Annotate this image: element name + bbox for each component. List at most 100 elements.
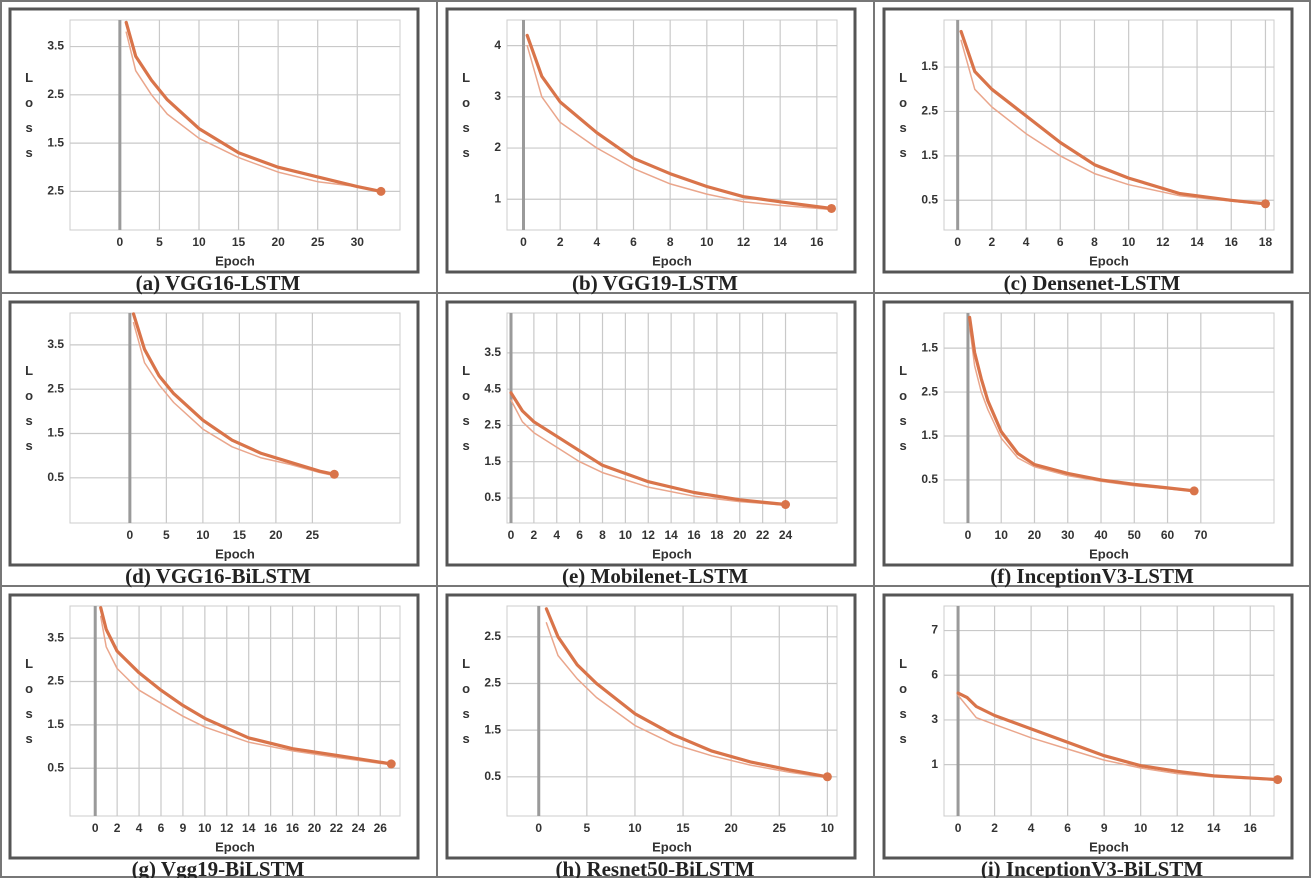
- x-tick-label: 10: [619, 528, 633, 542]
- loss-line: [132, 321, 336, 477]
- y-tick-label: 7: [931, 623, 938, 637]
- x-tick-label: 10: [196, 528, 210, 542]
- x-tick-label: 18: [1259, 235, 1273, 249]
- y-tick-label: 2.5: [47, 184, 64, 198]
- x-tick-label: 16: [1244, 821, 1258, 835]
- plot-area: [69, 19, 401, 231]
- y-tick-label: 4: [494, 38, 501, 52]
- x-axis-label: Epoch: [215, 839, 255, 854]
- x-tick-label: 8: [1091, 235, 1098, 249]
- x-axis-label: Epoch: [1089, 546, 1129, 561]
- y-tick-label: 3: [494, 89, 501, 103]
- y-axis-label: Loss: [896, 656, 911, 756]
- plot-area: [69, 312, 401, 524]
- y-tick-label: 0.5: [921, 472, 938, 486]
- x-tick-label: 10: [1122, 235, 1136, 249]
- y-axis-label: Loss: [22, 363, 37, 463]
- x-tick-label: 25: [773, 821, 787, 835]
- y-tick-label: 0.5: [47, 470, 64, 484]
- y-tick-label: 0.5: [921, 192, 938, 206]
- end-marker: [1189, 486, 1199, 496]
- y-tick-label: 3.5: [47, 337, 64, 351]
- x-tick-label: 30: [351, 235, 365, 249]
- x-tick-label: 0: [965, 528, 972, 542]
- x-tick-label: 2: [557, 235, 564, 249]
- y-tick-label: 3.5: [484, 345, 501, 359]
- x-tick-label: 4: [1028, 821, 1035, 835]
- loss-line: [510, 399, 787, 506]
- end-marker: [329, 469, 339, 479]
- x-tick-label: 15: [233, 528, 247, 542]
- y-axis-label: Loss: [459, 70, 474, 170]
- y-tick-label: 1.5: [921, 148, 938, 162]
- x-axis-label: Epoch: [652, 839, 692, 854]
- x-axis-label: Epoch: [652, 253, 692, 268]
- y-tick-label: 3: [931, 712, 938, 726]
- x-tick-label: 20: [271, 235, 285, 249]
- x-tick-label: 4: [136, 821, 143, 835]
- y-tick-label: 1.5: [47, 426, 64, 440]
- y-tick-label: 1.5: [921, 59, 938, 73]
- x-tick-label: 16: [286, 821, 300, 835]
- y-tick-label: 1.5: [47, 717, 64, 731]
- loss-line: [968, 315, 1196, 493]
- caption: (a) VGG16-LSTM: [136, 271, 301, 295]
- y-tick-label: 2.5: [47, 674, 64, 688]
- x-tick-label: 8: [599, 528, 606, 542]
- x-tick-label: 14: [242, 821, 256, 835]
- y-tick-label: 2.5: [484, 418, 501, 432]
- x-tick-label: 10: [1134, 821, 1148, 835]
- x-tick-label: 8: [667, 235, 674, 249]
- x-tick-label: 40: [1094, 528, 1108, 542]
- caption: (f) InceptionV3-LSTM: [990, 564, 1194, 588]
- y-tick-label: 4.5: [484, 381, 501, 395]
- x-tick-label: 4: [1023, 235, 1030, 249]
- y-axis-label: Loss: [459, 656, 474, 756]
- plot-area: [943, 312, 1275, 524]
- loss-line: [545, 622, 829, 779]
- x-tick-label: 16: [1225, 235, 1239, 249]
- x-tick-label: 14: [1190, 235, 1204, 249]
- loss-line: [125, 31, 382, 193]
- loss-line: [124, 20, 383, 193]
- y-tick-label: 2.5: [484, 629, 501, 643]
- x-axis-label: Epoch: [1089, 839, 1129, 854]
- x-tick-label: 2: [991, 821, 998, 835]
- y-tick-label: 2.5: [921, 384, 938, 398]
- x-tick-label: 20: [269, 528, 283, 542]
- end-marker: [376, 186, 386, 196]
- x-tick-label: 14: [664, 528, 678, 542]
- x-tick-label: 16: [687, 528, 701, 542]
- plot-area: [943, 19, 1275, 231]
- x-tick-label: 10: [192, 235, 206, 249]
- x-tick-label: 0: [508, 528, 515, 542]
- x-tick-label: 20: [733, 528, 747, 542]
- loss-line: [956, 691, 1280, 782]
- x-tick-label: 12: [642, 528, 656, 542]
- x-tick-label: 16: [810, 235, 824, 249]
- plot-area: [506, 605, 838, 817]
- x-tick-label: 0: [92, 821, 99, 835]
- x-tick-label: 6: [576, 528, 583, 542]
- x-tick-label: 5: [163, 528, 170, 542]
- x-tick-label: 2: [989, 235, 996, 249]
- y-tick-label: 2.5: [47, 381, 64, 395]
- loss-line: [509, 391, 788, 507]
- y-tick-label: 0.5: [484, 769, 501, 783]
- x-tick-label: 4: [553, 528, 560, 542]
- x-tick-label: 10: [821, 821, 835, 835]
- caption: (d) VGG16-BiLSTM: [125, 564, 311, 588]
- x-tick-label: 15: [676, 821, 690, 835]
- plot-area: [69, 605, 401, 817]
- x-tick-label: 15: [232, 235, 246, 249]
- x-tick-label: 26: [374, 821, 388, 835]
- x-tick-label: 6: [1064, 821, 1071, 835]
- y-axis-label: Loss: [896, 70, 911, 170]
- y-tick-label: 1.5: [921, 428, 938, 442]
- y-tick-label: 2.5: [484, 676, 501, 690]
- caption: (e) Mobilenet-LSTM: [562, 564, 748, 588]
- loss-line: [957, 694, 1279, 782]
- x-tick-label: 12: [1171, 821, 1185, 835]
- y-tick-label: 1: [931, 757, 938, 771]
- y-tick-label: 2.5: [47, 87, 64, 101]
